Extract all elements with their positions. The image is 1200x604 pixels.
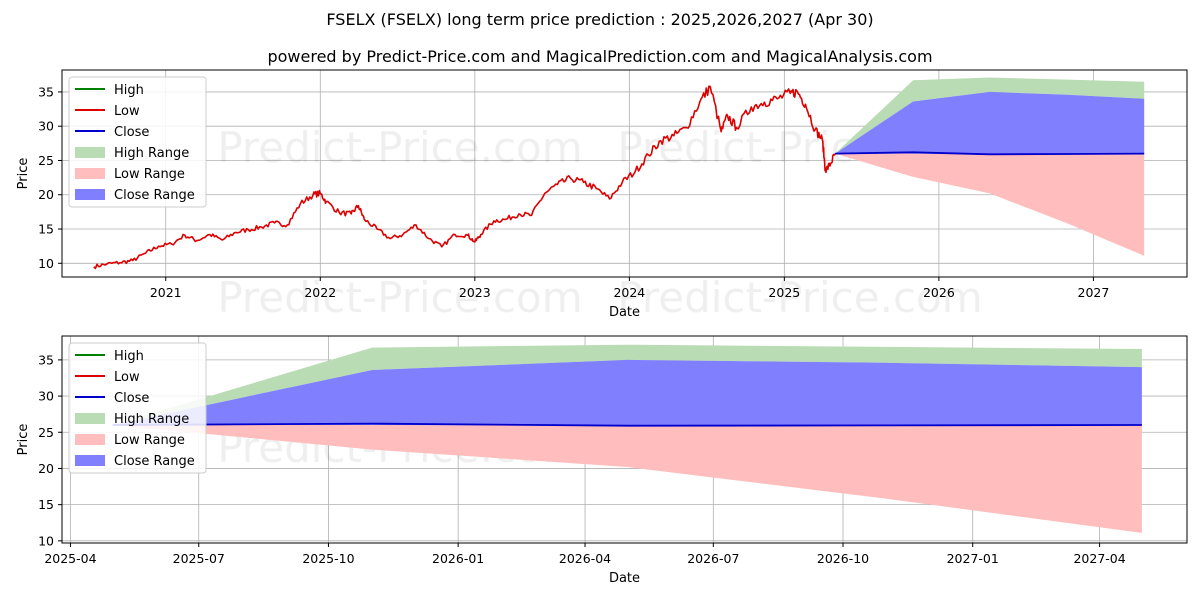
x-tick-label: 2022 [304,285,336,300]
y-tick-label: 30 [38,119,54,134]
legend-label: Close [114,391,149,406]
legend-swatch-patch [75,455,105,466]
legend-label: Low [114,370,140,385]
legend-label: High [114,349,144,364]
legend-label: Close Range [114,188,195,203]
legend-swatch-patch [75,413,105,424]
y-tick-label: 30 [38,389,54,404]
watermark-text: Predict-Price.com [217,123,582,172]
watermark-text: Predict-Price.com [217,273,582,322]
close-range-band [112,359,1142,426]
legend-swatch-patch [75,434,105,445]
legend-label: Low [114,104,140,119]
legend-label: High Range [114,412,189,427]
legend-label: Low Range [114,167,185,182]
x-tick-label: 2026 [923,285,955,300]
y-axis-label: Price [16,158,31,190]
y-tick-label: 25 [38,153,54,168]
close-range-band [835,91,1145,155]
panel-forecast-zoom: Predict-Price.comPredict-Price.com2025-0… [16,335,1188,586]
x-tick-label: 2027 [1078,285,1110,300]
x-tick-label: 2027-01 [947,551,999,566]
y-axis-label: Price [16,424,31,456]
y-tick-label: 10 [38,256,54,271]
legend: High Low Close High Range Low Range Close Ran… [68,342,207,474]
close-forecast-line [835,151,1145,156]
y-tick-label: 15 [38,222,54,237]
y-tick-label: 20 [38,461,54,476]
legend-label: Close [114,125,149,140]
x-tick-label: 2027-04 [1073,551,1125,566]
legend-label: High [114,83,144,98]
x-axis-label: Date [609,305,640,320]
x-tick-label: 2026-10 [817,551,869,566]
high-range-band [112,344,1142,425]
y-tick-label: 10 [38,533,54,548]
axes-frame [61,335,1188,544]
legend: High Low Close High Range Low Range Close Ran… [68,76,207,208]
panel-history-forecast: Predict-Price.com Predict-Price.com Predic… [16,69,1188,322]
y-tick-label: 25 [38,425,54,440]
y-tick-label: 35 [38,352,54,367]
x-tick-label: 2025 [768,285,800,300]
y-tick-label: 35 [38,84,54,99]
x-tick-label: 2026-07 [687,551,739,566]
axes-frame [61,69,1188,278]
x-tick-label: 2024 [613,285,645,300]
x-tick-label: 2025-04 [44,551,96,566]
x-axis-label: Date [609,571,640,586]
legend-swatch-patch [75,189,105,200]
x-tick-label: 2026-04 [559,551,611,566]
legend-label: Close Range [114,454,195,469]
close-forecast-line [112,422,1142,427]
x-tick-label: 2025-07 [173,551,225,566]
watermark-text: Predict-Price.com [617,273,982,322]
legend-label: Low Range [114,433,185,448]
x-tick-label: 2023 [459,285,491,300]
high-range-band [835,77,1145,154]
x-tick-label: 2021 [150,285,182,300]
low-range-band [835,153,1145,256]
x-tick-label: 2025-10 [302,551,354,566]
low-range-band [112,425,1142,533]
x-tick-label: 2026-01 [432,551,484,566]
y-tick-label: 20 [38,187,54,202]
chart-title: FSELX (FSELX) long term price prediction… [326,10,873,29]
low-price-line [93,85,836,270]
legend-swatch-patch [75,168,105,179]
legend-label: High Range [114,146,189,161]
y-tick-label: 15 [38,497,54,512]
chart-subtitle: powered by Predict-Price.com and Magical… [267,47,932,66]
legend-swatch-patch [75,147,105,158]
